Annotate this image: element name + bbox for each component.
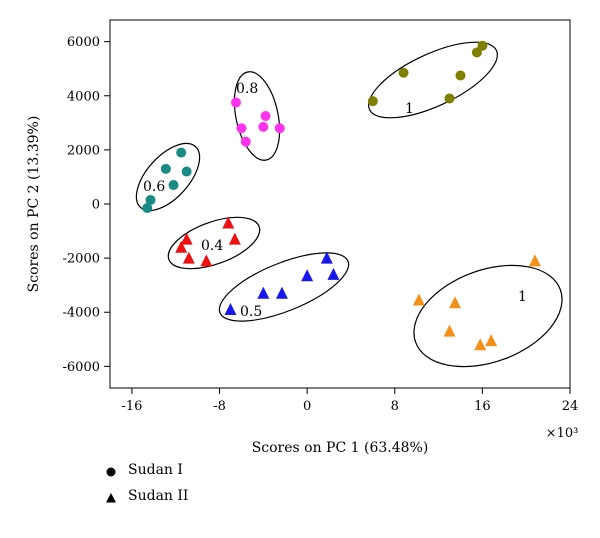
x-axis-title: Scores on PC 1 (63.48%) [252,440,429,456]
ellipse-sudan-2-1 [413,264,563,368]
data-point-triangle [443,324,456,337]
data-point-circle [240,136,251,147]
x-tick-label: -16 [121,399,142,414]
legend-item-sudan-1: Sudan I [106,462,183,478]
data-point-triangle [200,254,213,267]
data-point-circle [258,121,269,132]
data-point-triangle [222,216,235,229]
x-tick-label: -8 [213,399,226,414]
data-point-circle [260,111,271,122]
plot-frame [109,19,571,389]
cluster-label: 0.4 [201,238,223,254]
data-point-circle [142,203,153,214]
cluster-label: 0.6 [143,179,165,195]
data-point-triangle [257,286,270,299]
cluster-label: 0.5 [240,304,262,320]
data-point-circle [236,123,247,134]
cluster-label: 1 [405,101,414,117]
legend-triangle-icon [106,491,116,503]
data-point-circle [181,166,192,177]
cluster-label: 1 [518,289,527,305]
ellipse-sudan-2-0.4 [167,216,261,270]
data-point-circle [274,123,285,134]
x-tick-label: 24 [562,399,579,414]
data-point-triangle [412,293,425,306]
y-tick-label: 2000 [67,143,100,158]
data-point-triangle [228,232,241,245]
ellipse-sudan-2-0.5 [218,252,350,322]
data-point-circle [168,180,179,191]
cluster-label: 0.8 [236,81,258,97]
x-tick-label: 8 [391,399,399,414]
y-tick-label: -4000 [63,306,100,321]
ellipse-sudan-1-0.8 [233,71,281,161]
data-point-triangle [474,338,487,351]
data-point-triangle [320,251,333,264]
data-point-triangle [175,240,188,253]
data-point-circle [145,194,156,205]
data-point-triangle [180,232,193,245]
data-point-circle [160,163,171,174]
y-tick-label: 4000 [67,89,100,104]
y-tick-label: -2000 [63,252,100,267]
x-tick-label: 0 [303,399,311,414]
data-point-triangle [301,269,314,282]
data-point-triangle [275,286,288,299]
legend-circle-icon [106,465,116,477]
legend-label-sudan-2: Sudan II [128,488,189,504]
data-point-circle [455,70,466,81]
x-axis-multiplier: ×10³ [546,426,579,441]
data-point-circle [230,97,241,108]
data-point-triangle [449,296,461,309]
data-point-circle [398,67,409,78]
y-axis-title: Scores on PC 2 (13.39%) [26,116,42,293]
data-point-triangle [327,267,340,280]
x-tick-label: 16 [474,399,491,414]
legend-label-sudan-1: Sudan I [128,462,183,478]
data-point-circle [176,147,187,158]
data-point-circle [477,40,488,51]
data-point-circle [444,93,455,104]
y-tick-label: -6000 [63,360,100,375]
data-point-triangle [485,334,498,347]
legend-item-sudan-2: Sudan II [106,488,188,504]
ellipse-sudan-1-0.6 [135,142,201,212]
y-tick-label: 0 [92,198,100,213]
y-tick-label: 6000 [67,35,100,50]
data-point-triangle [528,254,541,267]
data-point-circle [471,47,482,58]
data-point-triangle [224,303,237,316]
data-point-circle [367,96,378,107]
ellipse-sudan-1-1 [368,41,498,119]
data-point-triangle [182,251,195,264]
